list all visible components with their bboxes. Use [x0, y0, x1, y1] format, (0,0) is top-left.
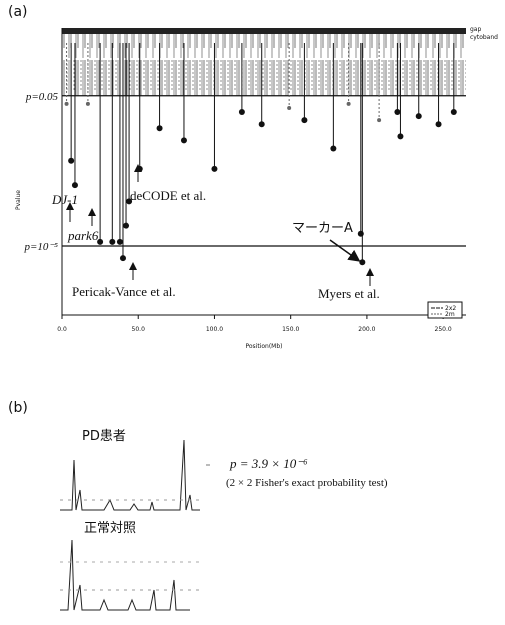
point: [259, 121, 265, 127]
point: [451, 109, 457, 115]
point: [211, 166, 217, 172]
cytoband-bar: [62, 28, 466, 34]
annotation: park6: [67, 228, 99, 243]
point: [359, 259, 365, 265]
y-tick-label: p=0.05: [25, 91, 59, 103]
point: [239, 109, 245, 115]
point: [120, 255, 126, 261]
point: [330, 146, 336, 152]
annotation: Pericak-Vance et al.: [72, 284, 176, 299]
point: [109, 239, 115, 245]
point: [436, 121, 442, 127]
annotation: Myers et al.: [318, 286, 380, 301]
point: [72, 182, 78, 188]
panel-label: (b): [8, 400, 28, 416]
x-tick-label: 200.0: [358, 326, 375, 333]
control-label: 正常対照: [84, 521, 136, 536]
point: [416, 113, 422, 119]
x-tick-label: 250.0: [435, 326, 452, 333]
annotation: deCODE et al.: [130, 188, 206, 203]
point: [301, 117, 307, 123]
x-axis-label: Position(Mb): [245, 343, 282, 350]
p-value: p = 3.9 × 10⁻⁶: [229, 456, 308, 471]
point: [287, 106, 291, 110]
annotation: マーカーA: [292, 221, 353, 236]
legend-label: 2m: [445, 311, 455, 318]
figure: (a) gap cytoband p=0.05 p=10⁻⁵ 0.0 50.0 100.…: [0, 0, 505, 625]
trace-control: [60, 540, 200, 610]
point: [347, 102, 351, 106]
trace-case: [60, 440, 210, 510]
cytoband-label: cytoband: [470, 34, 498, 41]
point: [358, 231, 364, 237]
point: [181, 137, 187, 143]
point: [117, 239, 123, 245]
point: [397, 133, 403, 139]
x-tick-label: 0.0: [57, 326, 67, 333]
x-tick-label: 50.0: [132, 326, 146, 333]
gap-label: gap: [470, 26, 481, 33]
point: [157, 125, 163, 131]
point: [65, 102, 69, 106]
point: [86, 102, 90, 106]
point: [377, 118, 381, 122]
x-tick-label: 100.0: [206, 326, 223, 333]
y-axis-label: Pvalue: [15, 190, 22, 210]
y-tick-label: p=10⁻⁵: [23, 241, 58, 253]
point: [123, 223, 129, 229]
panel-label: (a): [8, 4, 28, 20]
point: [68, 158, 74, 164]
arrow: [330, 240, 358, 260]
x-tick-label: 150.0: [282, 326, 299, 333]
annotation: DJ-1: [51, 192, 78, 207]
case-label: PD患者: [82, 429, 126, 444]
test-note: (2 × 2 Fisher's exact probability test): [226, 477, 388, 489]
point: [394, 109, 400, 115]
